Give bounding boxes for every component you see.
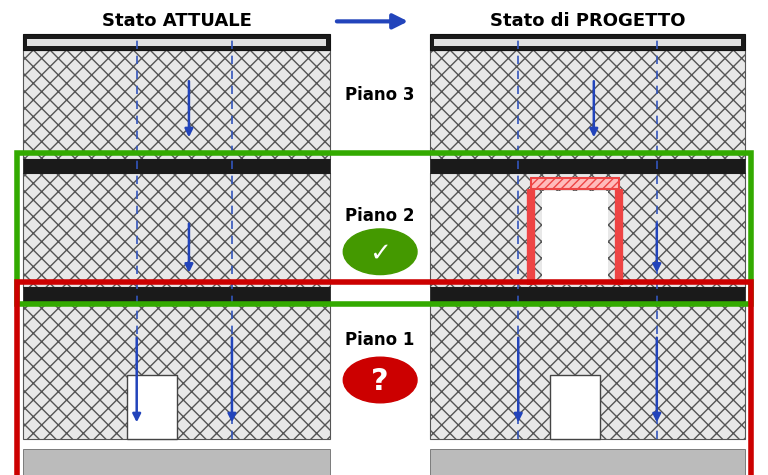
Bar <box>542 191 607 285</box>
Circle shape <box>343 229 417 275</box>
Bar <box>531 178 619 189</box>
Text: Piano 3: Piano 3 <box>346 86 415 104</box>
Text: Stato di PROGETTO: Stato di PROGETTO <box>490 12 685 30</box>
Bar <box>27 39 326 47</box>
Bar <box>434 39 741 47</box>
Bar <box>23 173 330 287</box>
Bar <box>430 50 745 159</box>
Bar <box>23 50 330 159</box>
Text: ?: ? <box>372 367 389 396</box>
Bar <box>430 34 745 50</box>
Text: Piano 2: Piano 2 <box>346 207 415 225</box>
Bar <box>430 159 745 173</box>
Bar <box>23 34 330 50</box>
Text: ✓: ✓ <box>369 240 391 266</box>
Circle shape <box>343 357 417 403</box>
Bar <box>23 302 330 439</box>
Bar <box>127 375 177 439</box>
Bar <box>430 173 745 287</box>
Bar <box>550 375 600 439</box>
Text: Stato ATTUALE: Stato ATTUALE <box>101 12 252 30</box>
Bar <box>23 159 330 173</box>
Text: Piano 1: Piano 1 <box>346 331 415 349</box>
Bar <box>23 287 330 302</box>
Bar <box>430 449 745 475</box>
Bar <box>17 153 751 304</box>
Bar <box>430 302 745 439</box>
Bar <box>430 287 745 302</box>
Bar <box>23 449 330 475</box>
Bar <box>17 282 751 475</box>
